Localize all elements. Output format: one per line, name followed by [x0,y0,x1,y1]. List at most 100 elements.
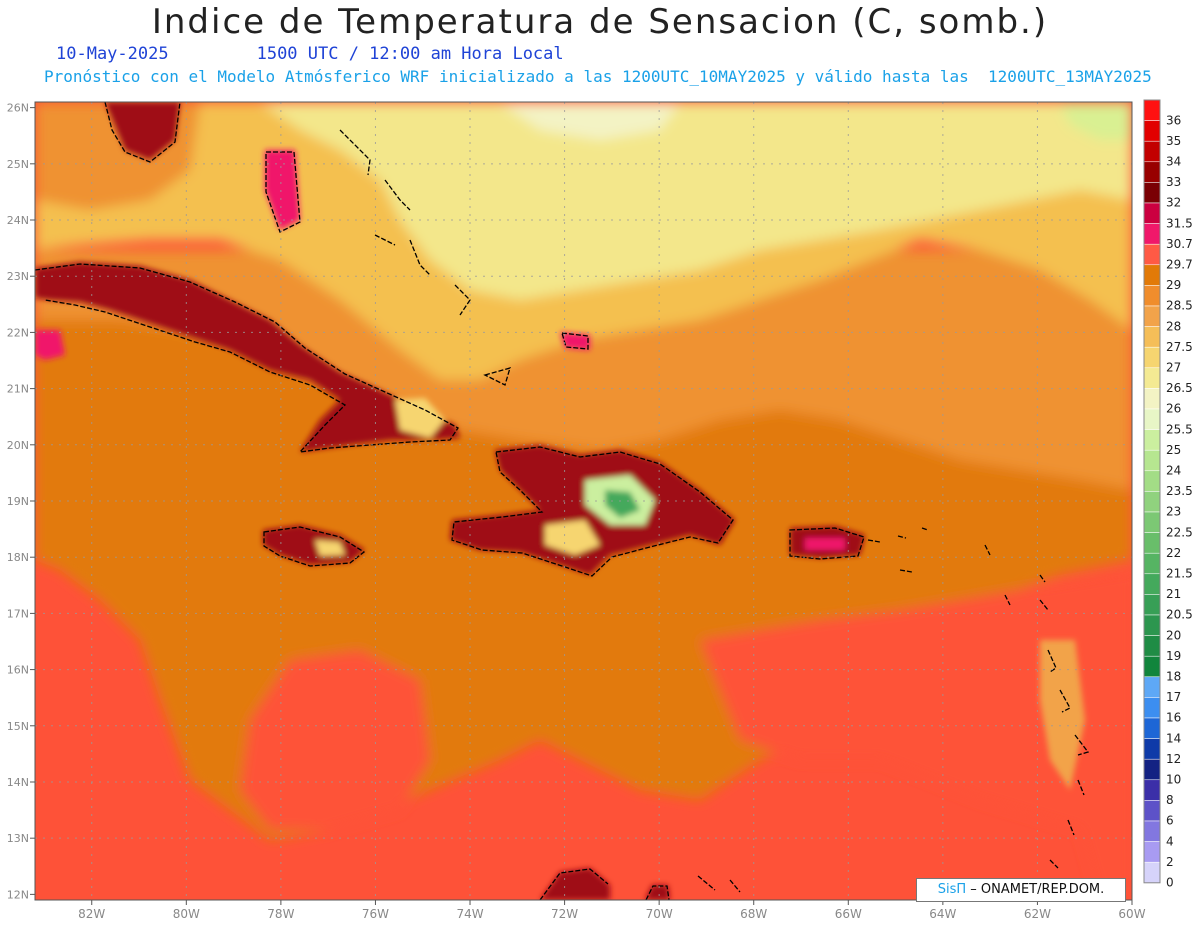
lat-tick-label: 23N [7,270,29,283]
colorbar-swatch [1143,408,1161,430]
colorbar-label: 12 [1166,752,1181,766]
paraguana-hot [645,885,670,900]
lat-tick-label: 16N [7,664,29,677]
colorbar-label: 26 [1166,402,1181,416]
colorbar-swatch [1143,161,1161,183]
colorbar-swatch [1143,511,1161,533]
colorbar-label: 26.5 [1166,381,1193,395]
colorbar-swatch [1143,594,1161,616]
lat-tick-label: 18N [7,551,29,564]
coast-bahamas-5 [454,284,471,316]
colorbar-swatch [1143,449,1161,472]
credit-box: SisΠ – ONAMET/REP.DOM. [916,878,1126,902]
valid-time-line: 10-May-2025 1500 UTC / 12:00 am Hora Loca… [56,44,564,64]
colorbar-label: 20.5 [1166,608,1193,622]
colorbar-label: 25.5 [1166,422,1193,436]
coast-lesser-antilles [984,544,1090,869]
lat-axis: 26N 25N 24N 23N 22N 21N 20N 19N 18N 17N 16N 15N 14N 1… [7,102,35,901]
jamaica-light [315,540,345,556]
lat-tick-label: 15N [7,720,29,733]
region-northeast-cool [1060,102,1132,140]
colorbar-swatch [1143,552,1161,575]
coast-venezuela [539,868,609,900]
lesser-antilles-warm [1040,640,1085,790]
region-far-north [260,102,1132,300]
lat-tick-label: 20N [7,439,29,452]
colorbar-label: 28.5 [1166,299,1193,313]
lon-tick-label: 66W [835,907,862,921]
colorbar-swatch [1143,738,1161,760]
colorbar-swatch [1143,758,1161,781]
region-south-plume [240,650,430,830]
colorbar-swatch [1143,429,1161,451]
coast-bahamas-1 [339,129,371,176]
coast-bahamas-2 [384,179,411,211]
colorbar-label: 29 [1166,278,1181,292]
coast-paraguana [645,885,670,900]
coast-jamaica [263,526,366,567]
colorbar-swatch [1143,202,1161,224]
colorbar-swatch [1143,140,1161,163]
coast-virgin-islands [867,527,929,573]
colorbar-swatch [1143,614,1161,636]
colorbar-label: 27.5 [1166,340,1193,354]
puerto-rico-light [805,538,845,550]
coast-puerto-rico [789,527,865,560]
lon-tick-label: 78W [267,907,294,921]
region-far-north-ne [500,102,680,140]
colorbar-swatch [1143,346,1161,369]
coast-andros [265,151,301,233]
hispaniola-cool-core [605,490,640,518]
lon-tick-label: 76W [362,907,389,921]
colorbar-swatch [1143,243,1161,266]
colorbar-label: 14 [1166,731,1181,745]
colorbar-label: 21.5 [1166,567,1193,581]
colorbar-label: 17 [1166,690,1181,704]
coastlines [35,102,1090,900]
colorbar-label: 0 [1166,876,1174,890]
coast-florida [104,102,181,163]
colorbar-swatch [1143,223,1161,245]
colorbar-swatch [1143,841,1161,863]
colorbar-label: 35 [1166,134,1181,148]
colorbar-label: 34 [1166,155,1181,169]
colorbar-label: 20 [1166,628,1181,642]
colorbar-swatch [1143,326,1161,348]
colorbar-swatch [1143,717,1161,739]
colorbar-swatch [1143,635,1161,657]
colorbar-swatch [1143,182,1161,204]
lon-tick-label: 64W [929,907,956,921]
colorbar-label: 2 [1166,855,1174,869]
colorbar-swatch [1143,99,1161,121]
lat-tick-label: 12N [7,888,29,901]
coast-bahamas-4 [409,239,431,276]
colorbar-swatch [1143,820,1161,842]
colorbar-label: 24 [1166,464,1181,478]
colorbar-swatch [1143,367,1161,389]
florida-hot [105,102,180,160]
colorbar-label: 33 [1166,175,1181,189]
region-southeast-plume [700,570,1132,900]
colorbar-label: 19 [1166,649,1181,663]
lon-tick-label: 72W [551,907,578,921]
colorbar-swatch [1143,861,1161,884]
colorbar-label: 4 [1166,834,1174,848]
sispi-logo: SisΠ [937,882,967,897]
lat-tick-label: 19N [7,495,29,508]
andros-hot [265,150,300,230]
colorbar-swatch [1143,779,1161,801]
colorbar-label: 8 [1166,793,1174,807]
lat-tick-label: 21N [7,383,29,396]
colorbar-label: 23.5 [1166,484,1193,498]
colorbar-swatch [1143,120,1161,142]
cuba-warm-west [35,330,65,360]
lon-tick-label: 70W [646,907,673,921]
colorbar-label: 16 [1166,711,1181,725]
colorbar-label: 30.7 [1166,237,1193,251]
coast-hispaniola [451,446,734,577]
colorbar-swatch [1143,305,1161,327]
colorbar-swatch [1143,532,1161,554]
lat-tick-label: 17N [7,607,29,620]
model-info-line: Pronóstico con el Modelo Atmósferico WRF… [44,67,1152,86]
